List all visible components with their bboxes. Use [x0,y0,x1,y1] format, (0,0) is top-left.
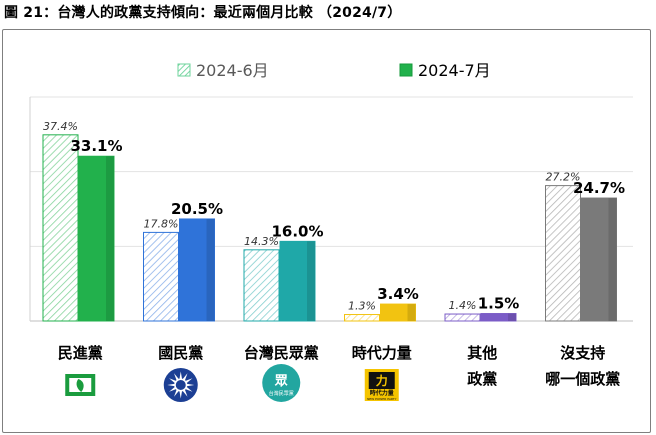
bar-2024-06 [42,134,79,322]
category-label: 時代力量 [351,344,412,362]
legend-label: 2024-6月 [196,61,269,80]
bar-2024-07 [380,303,416,322]
bar-shade [206,218,215,321]
bar-2024-07 [179,218,215,322]
category-label: 哪一個政黨 [545,370,621,388]
svg-text:時代力量: 時代力量 [370,389,394,397]
legend-label: 2024-7月 [418,61,491,80]
bar-2024-06 [344,314,380,322]
category-label: 台灣民眾黨 [243,344,319,362]
value-label-2024-06: 1.3% [348,300,376,313]
value-label-2024-07: 16.0% [271,222,323,240]
bar-2024-07 [480,313,517,322]
value-label-2024-07: 33.1% [70,137,122,155]
category-label: 其他 [467,344,498,362]
bar-shade [106,156,114,321]
value-label-2024-06: 37.4% [43,120,78,133]
category-label: 國民黨 [158,344,204,362]
value-label-2024-06: 17.8% [144,217,179,230]
kmt-logo-icon [163,368,198,402]
svg-text:NEW POWER PARTY: NEW POWER PARTY [367,397,396,401]
category-label: 沒支持 [560,344,606,362]
value-label-2024-06: 14.3% [244,235,279,248]
category-label: 政黨 [467,370,498,388]
bar-shade [608,198,617,321]
bar-2024-06 [444,313,481,322]
bar-2024-07 [78,155,115,322]
value-label-2024-07: 20.5% [171,200,223,218]
legend-swatch [399,63,413,77]
bar-2024-06 [545,185,581,322]
value-label-2024-07: 1.5% [478,295,520,313]
bar-shade [307,241,315,321]
value-label-2024-07: 3.4% [377,285,419,303]
svg-text:力: 力 [376,373,388,388]
svg-text:台灣民眾黨: 台灣民眾黨 [269,390,294,397]
value-label-2024-06: 27.2% [546,171,581,184]
bar-shade [508,313,516,321]
value-label-2024-06: 1.4% [449,299,477,312]
bar-2024-07 [279,240,316,322]
category-label: 民進黨 [57,344,103,362]
legend-swatch [177,63,191,77]
value-label-2024-07: 24.7% [573,179,625,197]
chart-frame [2,29,651,433]
chart-title: 圖 21：台灣人的政黨支持傾向：最近兩個月比較 （2024/7） [4,5,402,21]
bar-2024-07 [581,197,617,322]
dpp-logo-icon [65,374,96,396]
svg-text:眾: 眾 [274,374,288,389]
bar-shade [407,304,416,321]
bar-2024-06 [143,231,179,322]
bar-2024-06 [243,249,280,322]
